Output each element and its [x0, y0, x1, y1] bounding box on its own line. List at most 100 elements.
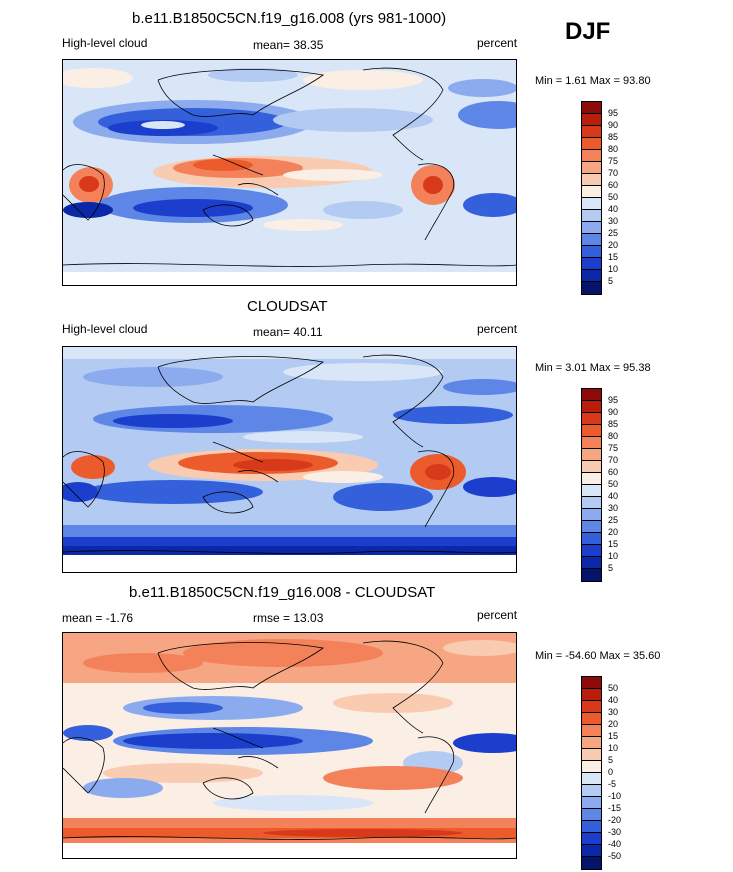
- legend-swatch: [582, 186, 601, 198]
- panel-model-units-label: percent: [477, 36, 518, 50]
- legend-swatch: [582, 138, 601, 150]
- panel-diff-title: b.e11.B1850C5CN.f19_g16.008 - CLOUDSAT: [129, 584, 436, 601]
- legend-swatch: [582, 509, 601, 521]
- legend-tick-label: 30: [608, 503, 619, 513]
- legend-swatch: [582, 569, 601, 581]
- legend-swatch: [582, 270, 601, 282]
- legend-swatch: [582, 437, 601, 449]
- panel-obs-units-label: percent: [477, 322, 518, 336]
- map-obs: [62, 346, 517, 573]
- legend-swatch: [582, 725, 601, 737]
- legend-swatch: [582, 473, 601, 485]
- legend-swatch: [582, 557, 601, 569]
- legend-tick-label: 50: [608, 192, 619, 202]
- legend-obs-colorbar: [581, 388, 602, 582]
- legend-tick-label: -40: [608, 839, 622, 849]
- panel-diff-mean-label: mean = -1.76: [62, 611, 134, 625]
- map-obs-field: [63, 347, 516, 572]
- legend-tick-label: 25: [608, 228, 619, 238]
- legend-swatch: [582, 449, 601, 461]
- legend-model-colorbar: [581, 101, 602, 295]
- legend-tick-label: 50: [608, 479, 619, 489]
- legend-swatch: [582, 234, 601, 246]
- legend-tick-label: 90: [608, 120, 619, 130]
- panel-model-minmax: Min = 1.61 Max = 93.80: [535, 75, 651, 87]
- legend-tick-label: 40: [608, 491, 619, 501]
- legend-swatch: [582, 797, 601, 809]
- legend-tick-label: 20: [608, 719, 619, 729]
- legend-tick-label: 30: [608, 707, 619, 717]
- legend-swatch: [582, 114, 601, 126]
- legend-swatch: [582, 497, 601, 509]
- legend-swatch: [582, 677, 601, 689]
- legend-swatch: [582, 845, 601, 857]
- legend-swatch: [582, 413, 601, 425]
- legend-tick-label: 50: [608, 683, 619, 693]
- panel-obs-mean-label: mean= 40.11: [253, 325, 323, 339]
- panel-obs-minmax: Min = 3.01 Max = 95.38: [535, 362, 651, 374]
- legend-swatch: [582, 150, 601, 162]
- legend-swatch: [582, 533, 601, 545]
- legend-tick-label: 20: [608, 527, 619, 537]
- legend-swatch: [582, 222, 601, 234]
- legend-tick-label: 60: [608, 180, 619, 190]
- legend-tick-label: 10: [608, 551, 619, 561]
- legend-swatch: [582, 174, 601, 186]
- legend-swatch: [582, 389, 601, 401]
- legend-tick-label: 95: [608, 395, 619, 405]
- legend-swatch: [582, 246, 601, 258]
- legend-diff-colorbar: [581, 676, 602, 870]
- legend-swatch: [582, 210, 601, 222]
- legend-swatch: [582, 521, 601, 533]
- legend-tick-label: -5: [608, 779, 617, 789]
- legend-tick-label: 75: [608, 156, 619, 166]
- legend-swatch: [582, 749, 601, 761]
- legend-tick-label: 40: [608, 695, 619, 705]
- legend-tick-label: 30: [608, 216, 619, 226]
- legend-swatch: [582, 737, 601, 749]
- legend-tick-label: 10: [608, 264, 619, 274]
- legend-tick-label: 70: [608, 168, 619, 178]
- legend-swatch: [582, 401, 601, 413]
- legend-tick-label: 5: [608, 276, 614, 286]
- panel-model-mean-label: mean= 38.35: [253, 38, 324, 52]
- panel-diff-rmse-label: rmse = 13.03: [253, 611, 324, 625]
- legend-tick-label: 80: [608, 144, 619, 154]
- legend-tick-label: 5: [608, 755, 614, 765]
- map-diff: [62, 632, 517, 859]
- legend-swatch: [582, 689, 601, 701]
- legend-tick-label: -20: [608, 815, 622, 825]
- legend-tick-label: 5: [608, 563, 614, 573]
- panel-obs-variable-label: High-level cloud: [62, 322, 148, 336]
- legend-swatch: [582, 833, 601, 845]
- legend-tick-label: 85: [608, 132, 619, 142]
- map-model: [62, 59, 517, 286]
- legend-swatch: [582, 773, 601, 785]
- legend-tick-label: -15: [608, 803, 622, 813]
- legend-swatch: [582, 713, 601, 725]
- legend-swatch: [582, 198, 601, 210]
- legend-tick-label: 70: [608, 455, 619, 465]
- legend-swatch: [582, 857, 601, 869]
- legend-tick-label: 90: [608, 407, 619, 417]
- legend-swatch: [582, 258, 601, 270]
- legend-tick-label: -10: [608, 791, 622, 801]
- legend-swatch: [582, 701, 601, 713]
- panel-model-title: b.e11.B1850C5CN.f19_g16.008 (yrs 981-100…: [132, 10, 447, 27]
- legend-tick-label: -30: [608, 827, 622, 837]
- legend-tick-label: 75: [608, 443, 619, 453]
- legend-swatch: [582, 785, 601, 797]
- legend-tick-label: 20: [608, 240, 619, 250]
- legend-swatch: [582, 545, 601, 557]
- legend-tick-label: 80: [608, 431, 619, 441]
- legend-tick-label: 15: [608, 731, 619, 741]
- legend-tick-label: 85: [608, 419, 619, 429]
- legend-tick-label: -50: [608, 851, 622, 861]
- legend-swatch: [582, 809, 601, 821]
- legend-swatch: [582, 162, 601, 174]
- panel-diff-units-label: percent: [477, 608, 518, 622]
- legend-swatch: [582, 126, 601, 138]
- legend-tick-label: 15: [608, 252, 619, 262]
- legend-tick-label: 95: [608, 108, 619, 118]
- legend-tick-label: 40: [608, 204, 619, 214]
